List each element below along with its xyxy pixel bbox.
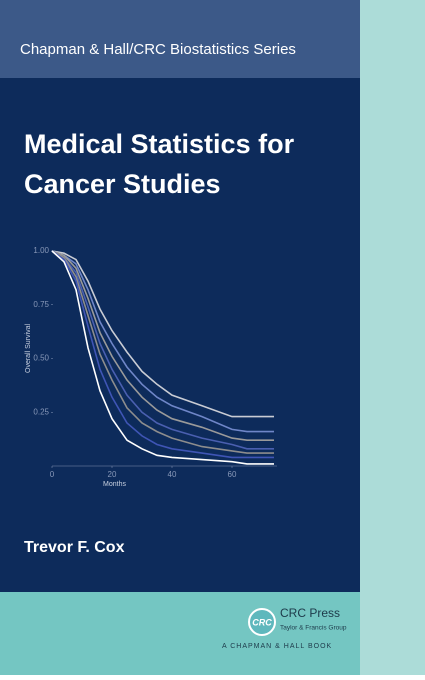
survival-curve (51, 250, 274, 442)
survival-curve (51, 250, 274, 450)
series-band (0, 0, 360, 78)
y-tick-label: 0.75 (33, 300, 49, 309)
y-tick-label: 1.00 (33, 246, 49, 255)
survival-curve (51, 250, 274, 433)
publisher-tagline: Taylor & Francis Group (280, 625, 347, 632)
x-axis-label: Months (103, 481, 126, 488)
x-tick-label: 40 (168, 470, 177, 479)
imprint: A CHAPMAN & HALL BOOK (222, 643, 332, 650)
title-line: Cancer Studies (24, 169, 221, 199)
x-tick-label: 60 (228, 470, 237, 479)
publisher-name: CRC Press (280, 606, 340, 620)
title-line: Medical Statistics for (24, 129, 295, 159)
survival-curve (51, 250, 274, 454)
survival-curve (51, 250, 274, 459)
bottom-band (0, 592, 360, 675)
y-axis-label: Overall Survival (25, 324, 32, 373)
survival-curve (51, 250, 274, 465)
logo-badge (248, 608, 276, 636)
logo-text: CRC (252, 617, 272, 627)
y-tick-label: 0.50 (33, 354, 49, 363)
y-tick-label: 0.25 (33, 407, 49, 416)
chart: 0.25 0.50 0.75 1.00 0 20 40 60 Months Overall Sur… (25, 246, 277, 488)
author: Trevor F. Cox (24, 539, 125, 556)
spine-strip (360, 0, 425, 675)
x-tick-label: 20 (108, 470, 117, 479)
survival-curve (51, 250, 274, 418)
x-tick-label: 0 (50, 470, 55, 479)
series-title: Chapman & Hall/CRC Biostatistics Series (20, 41, 296, 58)
